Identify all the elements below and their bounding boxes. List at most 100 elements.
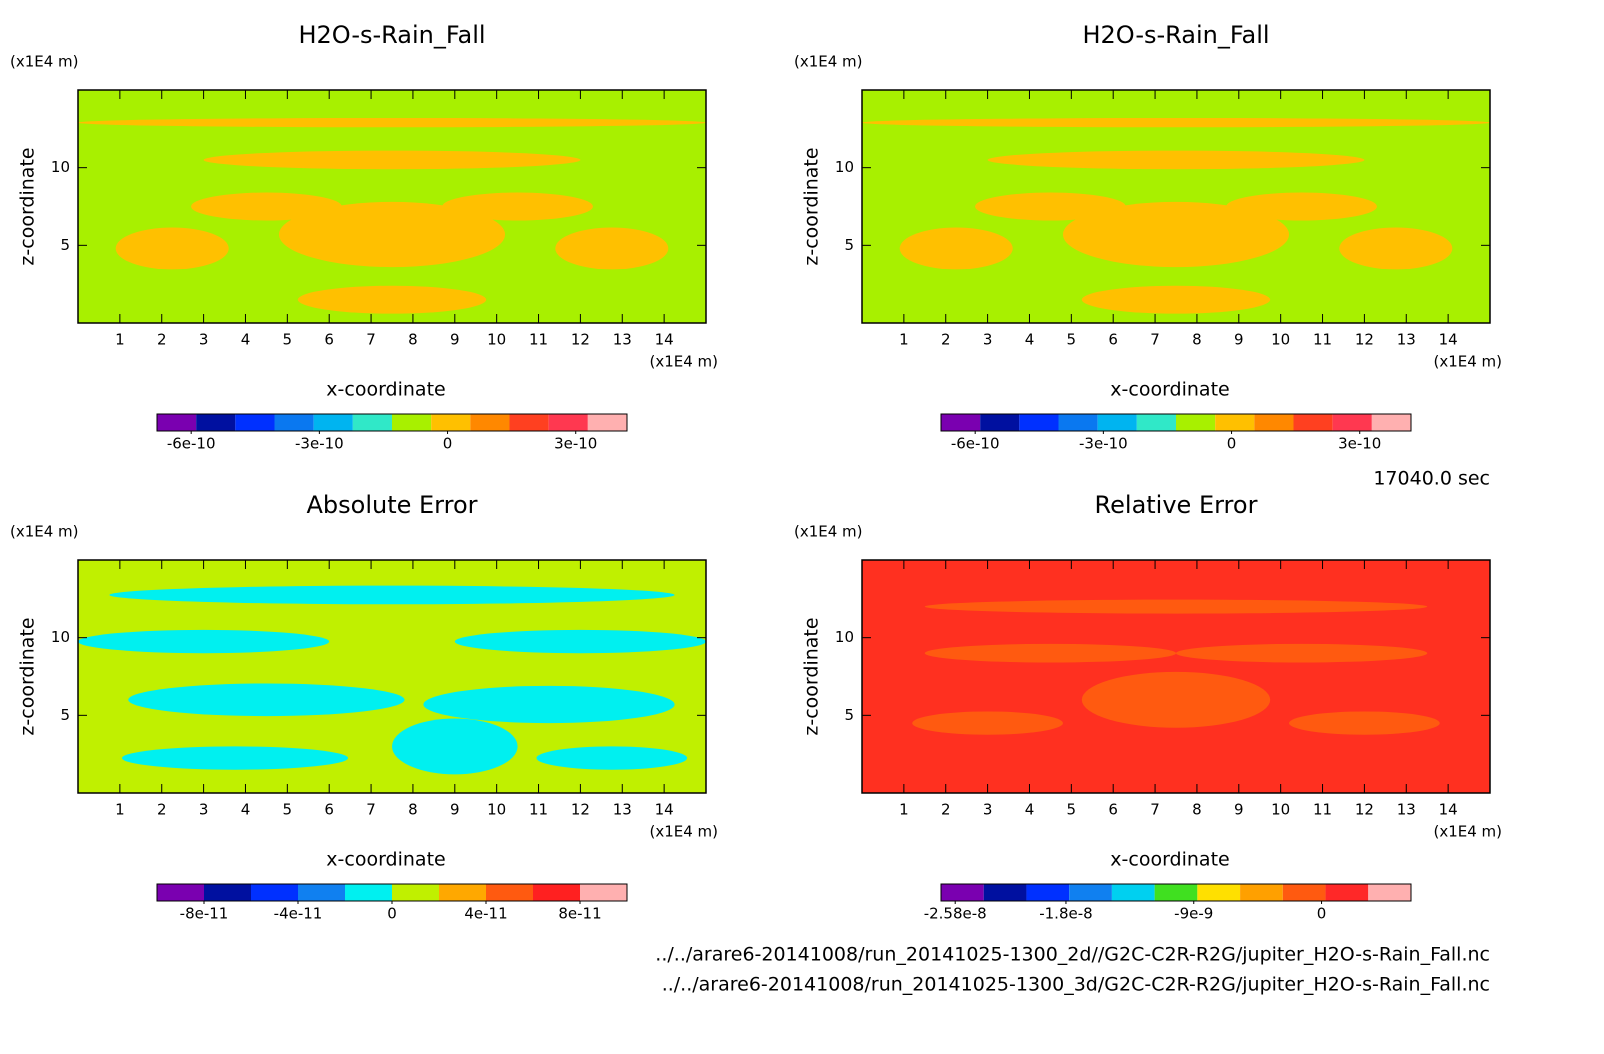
x-tick-label: 5 (283, 801, 293, 819)
colorbar-segment (235, 414, 275, 431)
x-tick-label: 2 (157, 801, 167, 819)
y-tick-label: 5 (844, 706, 854, 724)
contour-patch (423, 685, 675, 724)
x-axis-label: x-coordinate (1110, 379, 1229, 401)
contour-patch (121, 746, 349, 770)
colorbar-tick-label: -4e-11 (274, 905, 323, 923)
x-tick-label: 1 (115, 331, 125, 349)
contour-patch (78, 117, 706, 128)
x-unit: (x1E4 m) (649, 353, 718, 371)
x-tick-label: 3 (199, 801, 209, 819)
contour-patch (392, 718, 518, 775)
contour-patch (78, 629, 330, 654)
y-tick-label: 10 (835, 158, 854, 176)
x-tick-label: 3 (983, 331, 993, 349)
x-tick-label: 14 (655, 331, 674, 349)
colorbar-segment (1111, 884, 1155, 901)
contour-patch (924, 643, 1176, 663)
z-unit: (x1E4 m) (10, 523, 79, 541)
x-tick-label: 8 (408, 331, 418, 349)
y-tick-label: 10 (51, 158, 70, 176)
colorbar-segment (1371, 414, 1411, 431)
contour-patch (862, 117, 1490, 128)
colorbar-segment (439, 884, 486, 901)
contour-patch (1226, 192, 1377, 221)
z-unit: (x1E4 m) (794, 523, 863, 541)
plot-frame (77, 89, 707, 324)
x-tick-label: 2 (157, 331, 167, 349)
y-tick-label: 5 (844, 236, 854, 254)
file-path: ../../arare6-20141008/run_20141025-1300_… (662, 974, 1490, 996)
contour-patch (555, 227, 669, 270)
contour-patch (1062, 201, 1290, 268)
colorbar-segment (941, 884, 984, 901)
x-tick-label: 13 (613, 331, 632, 349)
x-tick-label: 7 (1150, 801, 1160, 819)
x-tick-label: 8 (408, 801, 418, 819)
colorbar-segment (1293, 414, 1333, 431)
colorbar-segment (431, 414, 471, 431)
contour-patch (1339, 227, 1453, 270)
x-tick-label: 11 (1313, 331, 1332, 349)
colorbar-tick-label: 4e-11 (464, 905, 507, 923)
colorbar-frame (940, 413, 1412, 432)
colorbar-tick-label: -1.8e-8 (1039, 905, 1092, 923)
colorbar-segment (1019, 414, 1059, 431)
x-tick-label: 12 (571, 331, 590, 349)
x-tick-label: 12 (571, 801, 590, 819)
contour-patch (454, 629, 706, 654)
colorbar-frame (940, 883, 1412, 902)
contour-patch (442, 192, 593, 221)
x-tick-label: 2 (941, 331, 951, 349)
colorbar-tick-label: -6e-10 (951, 435, 1000, 453)
colorbar-segment (1254, 414, 1294, 431)
colorbar-segment (298, 884, 345, 901)
x-unit: (x1E4 m) (649, 823, 718, 841)
colorbar-tick-label: 0 (1227, 435, 1237, 453)
colorbar-segment (1368, 884, 1411, 901)
x-tick-label: 12 (1355, 801, 1374, 819)
file-path: ../../arare6-20141008/run_20141025-1300_… (655, 944, 1490, 966)
contour-patch (924, 599, 1428, 614)
x-tick-label: 4 (241, 331, 251, 349)
colorbar-segment (1136, 414, 1176, 431)
contour-patch (191, 192, 342, 221)
colorbar-segment (313, 414, 353, 431)
contour-patch (278, 201, 506, 268)
x-tick-label: 3 (199, 331, 209, 349)
colorbar-segment (345, 884, 392, 901)
panel-title: H2O-s-Rain_Fall (298, 21, 485, 49)
colorbar-tick-label: -2.58e-8 (924, 905, 987, 923)
colorbar-segment (1197, 884, 1241, 901)
colorbar-segment (1332, 414, 1372, 431)
x-tick-label: 10 (1271, 331, 1290, 349)
colorbar-segment (1058, 414, 1098, 431)
contour-patch (115, 227, 229, 270)
z-unit: (x1E4 m) (794, 53, 863, 71)
x-tick-label: 10 (487, 331, 506, 349)
x-tick-label: 14 (1439, 801, 1458, 819)
contour-patch (912, 711, 1063, 735)
contour-patch (536, 746, 688, 770)
x-tick-label: 13 (1397, 331, 1416, 349)
x-tick-label: 1 (115, 801, 125, 819)
x-tick-label: 11 (529, 801, 548, 819)
panel-title: H2O-s-Rain_Fall (1082, 21, 1269, 49)
colorbar-segment (1176, 414, 1216, 431)
x-tick-label: 9 (450, 801, 460, 819)
y-axis-label: z-coordinate (17, 617, 39, 735)
x-unit: (x1E4 m) (1433, 823, 1502, 841)
colorbar-segment (1097, 414, 1137, 431)
y-tick-label: 5 (60, 236, 70, 254)
x-tick-label: 9 (450, 331, 460, 349)
colorbar-segment (204, 884, 251, 901)
x-tick-label: 3 (983, 801, 993, 819)
x-tick-label: 6 (1108, 801, 1118, 819)
colorbar-segment (1215, 414, 1255, 431)
x-tick-label: 6 (324, 801, 334, 819)
colorbar-segment (470, 414, 510, 431)
colorbar-tick-label: -3e-10 (295, 435, 344, 453)
contour-patch (899, 227, 1013, 270)
contour-patch (128, 683, 405, 717)
y-tick-label: 5 (60, 706, 70, 724)
